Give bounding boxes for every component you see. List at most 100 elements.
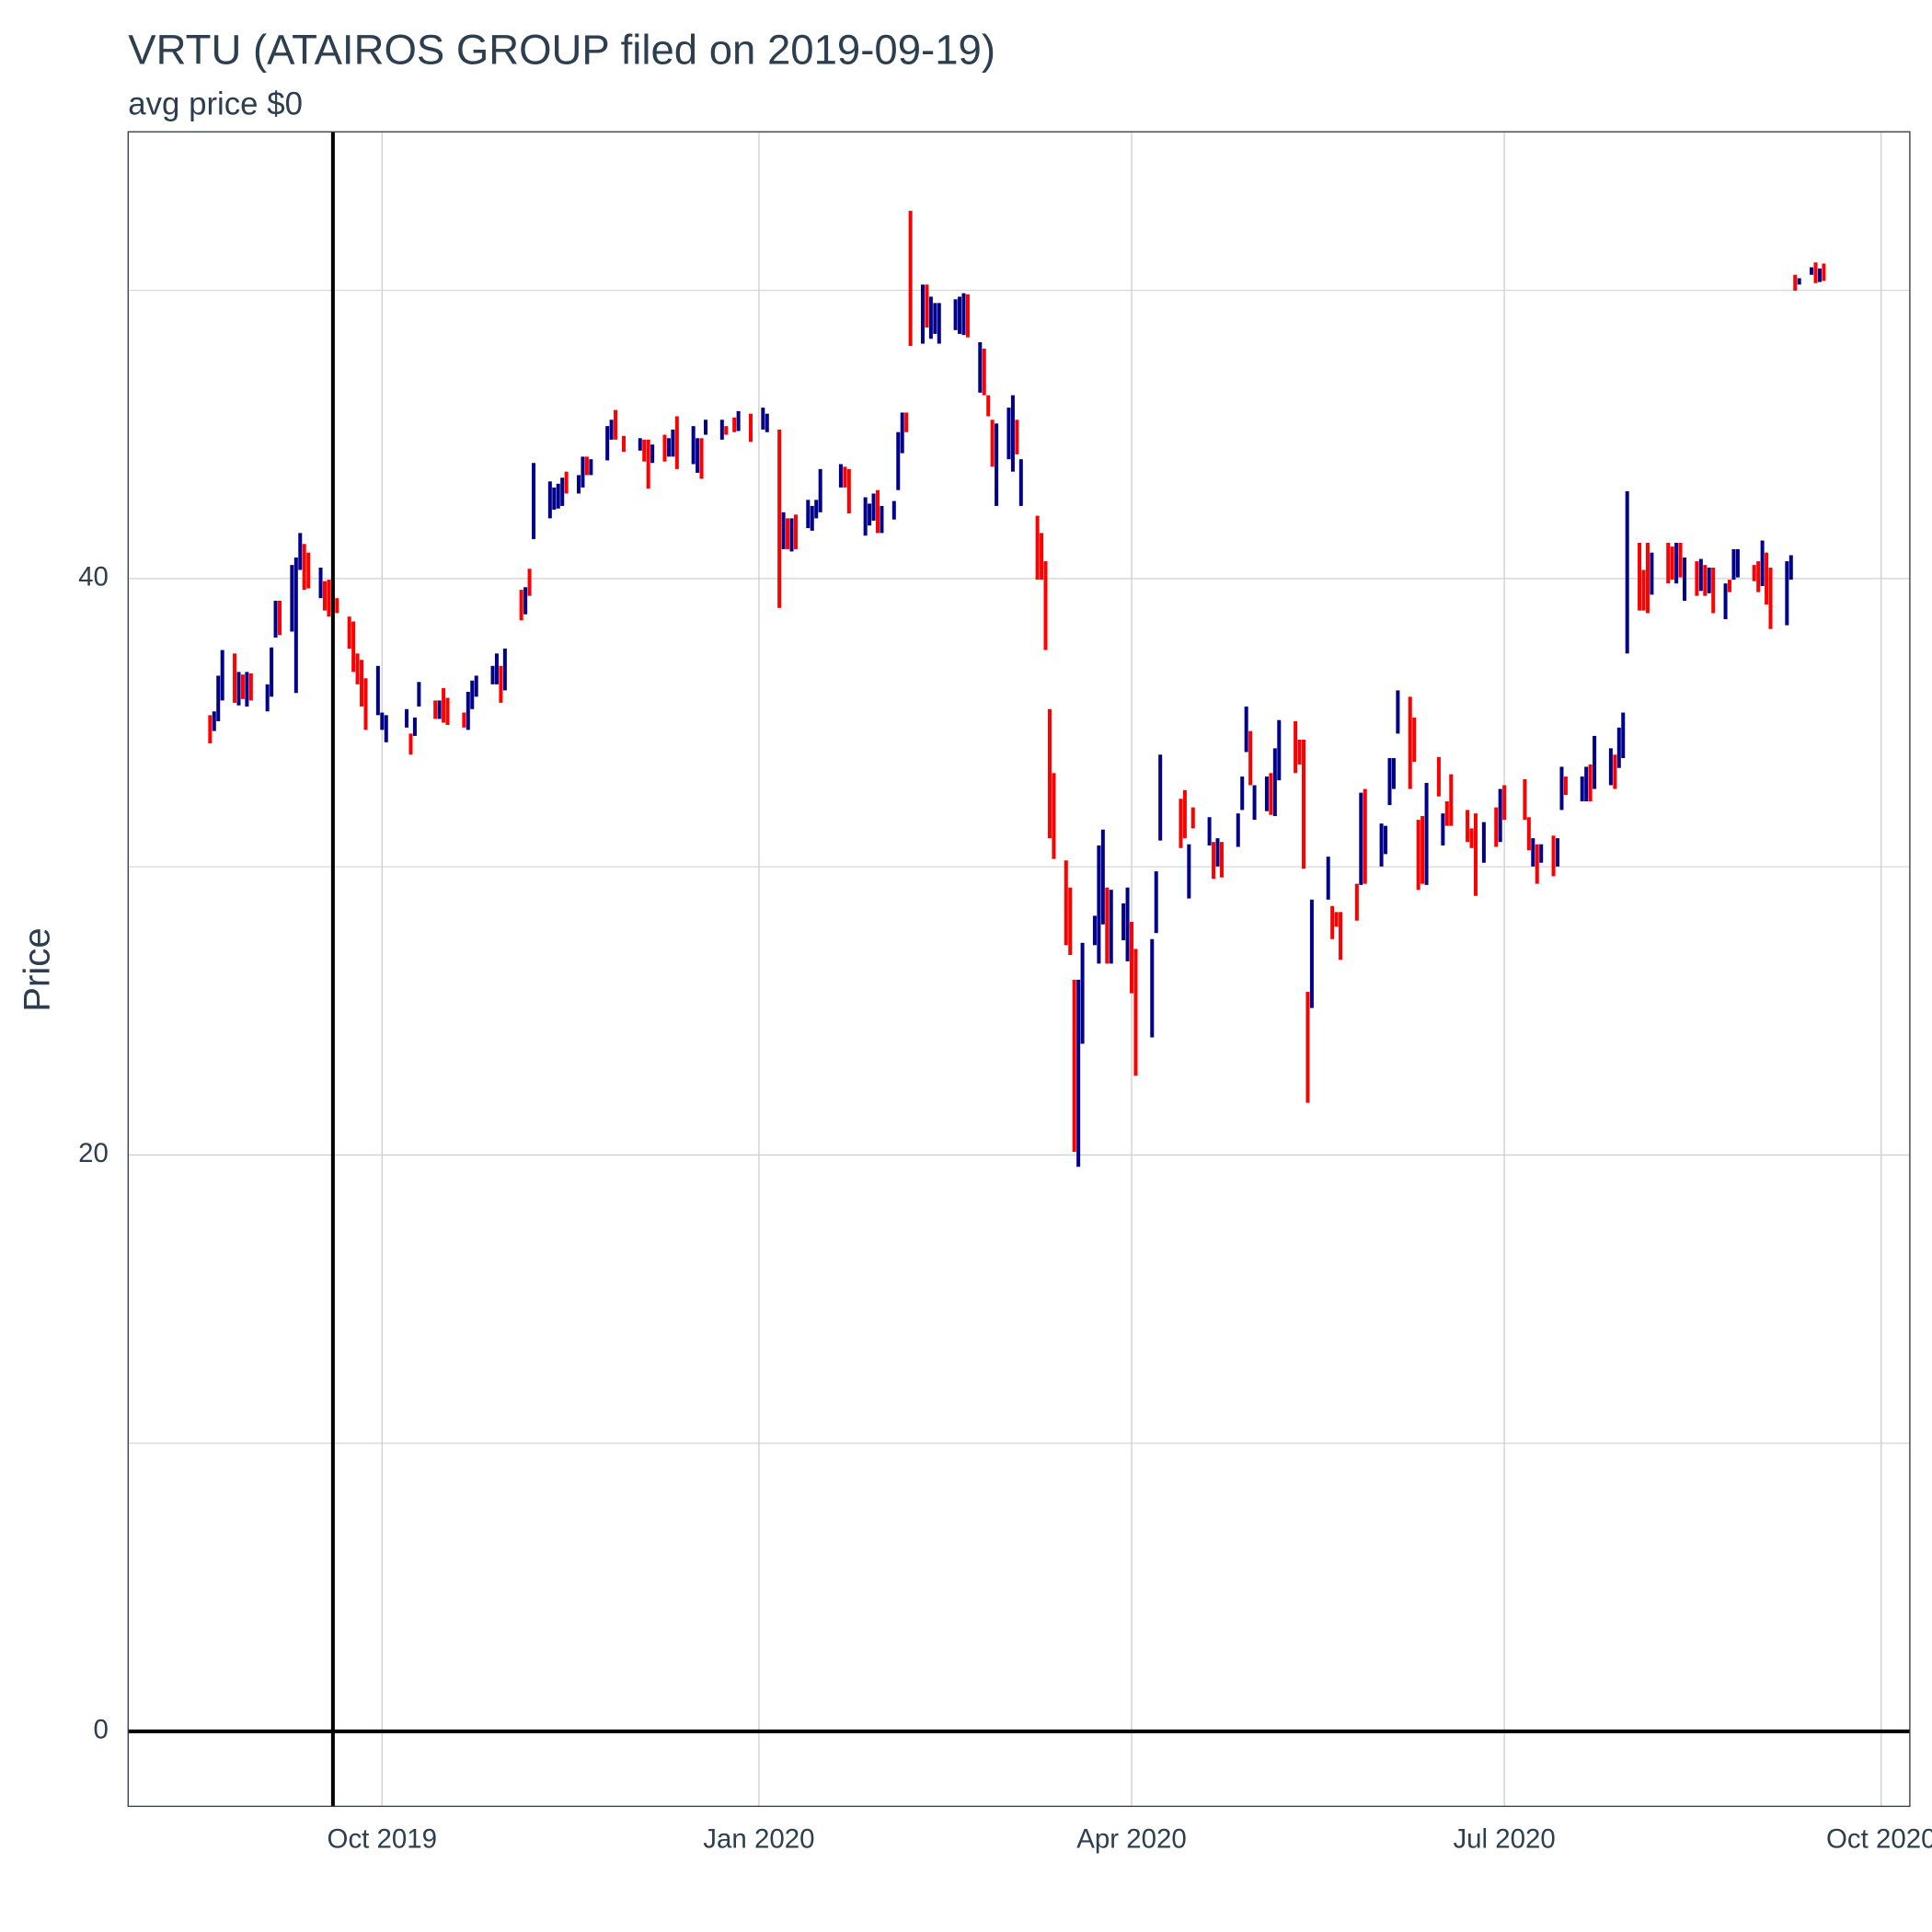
y-axis-label: Price [17, 927, 58, 1012]
price-bar [1248, 730, 1253, 786]
price-bar [666, 438, 671, 457]
price-bar [212, 711, 216, 731]
price-bar [1473, 813, 1478, 896]
price-bar [1309, 899, 1314, 1008]
price-bar [958, 296, 962, 334]
price-bar [1187, 844, 1191, 899]
price-bar [527, 569, 532, 596]
price-bar [433, 700, 438, 719]
price-bar [896, 431, 901, 490]
price-bar [1182, 789, 1187, 839]
price-bar [502, 648, 507, 691]
price-bar [273, 600, 278, 638]
price-bar [614, 409, 618, 440]
price-bar [1420, 816, 1425, 884]
price-bar [1109, 890, 1113, 964]
price-bar [1760, 540, 1765, 587]
price-bar [1359, 792, 1363, 885]
price-bar [1064, 860, 1068, 946]
price-bar [1556, 838, 1560, 867]
price-bar [1100, 829, 1105, 925]
price-bar [965, 293, 970, 338]
price-bar [1502, 785, 1507, 821]
price-bar [1179, 799, 1183, 848]
price-bar [208, 715, 213, 744]
price-bar [863, 497, 868, 536]
price-bar [360, 660, 364, 707]
price-bar [1076, 979, 1081, 1167]
price-bar [519, 590, 523, 621]
price-bar [1326, 857, 1330, 900]
price-bar [442, 687, 446, 723]
price-bar [363, 678, 368, 730]
price-bar [1469, 828, 1474, 848]
price-bar [318, 567, 323, 599]
price-bar [846, 468, 851, 514]
price-bar [1339, 912, 1343, 960]
price-bar [1412, 717, 1417, 763]
price-bar [1728, 580, 1732, 592]
price-bar [417, 682, 421, 707]
price-bar [278, 600, 282, 636]
price-bar [662, 434, 667, 462]
price-bar [696, 438, 700, 473]
price-bar [445, 697, 450, 726]
price-bar [1817, 268, 1822, 282]
price-bar [781, 512, 786, 549]
price-bar [891, 500, 896, 520]
price-bar [1535, 844, 1539, 884]
price-bar [1354, 883, 1359, 921]
price-bar [638, 438, 642, 451]
price-bar [1150, 938, 1155, 1038]
price-bar [1006, 408, 1011, 460]
price-bar [302, 544, 306, 591]
price-bar [704, 420, 708, 435]
price-bar [1785, 561, 1789, 626]
price-bar [233, 653, 237, 703]
price-bar [605, 426, 610, 461]
price-bar [838, 464, 843, 488]
price-bar [736, 410, 741, 431]
price-bar [642, 439, 647, 462]
price-bar [904, 412, 909, 432]
price-bar [1813, 262, 1818, 283]
price-bar [1080, 942, 1085, 1044]
price-bar [1481, 822, 1486, 863]
price-bar [1379, 823, 1384, 867]
price-bar [786, 518, 790, 549]
price-bar [928, 296, 933, 339]
price-bar [490, 665, 495, 684]
price-bar [470, 680, 475, 709]
price-bar [1277, 719, 1282, 781]
price-bar [719, 420, 724, 440]
price-bar [961, 293, 966, 336]
price-bar [1539, 844, 1544, 863]
price-bar [920, 284, 925, 344]
price-bar [1752, 565, 1756, 581]
price-bar [1466, 810, 1470, 843]
chart-title: VRTU (ATAIROS GROUP filed on 2019-09-19) [128, 27, 995, 74]
price-bar [1416, 820, 1420, 891]
price-bar [1580, 776, 1584, 802]
chart-subtitle: avg price $0 [128, 86, 303, 122]
price-bar [265, 684, 270, 712]
price-bar [925, 284, 929, 328]
price-bar [761, 408, 765, 430]
price-bar [1264, 776, 1269, 811]
price-bar [1294, 720, 1298, 774]
price-bar [589, 459, 593, 476]
price-bar [1735, 548, 1740, 578]
x-tick-label: Jul 2020 [1453, 1824, 1555, 1855]
price-bar [908, 211, 913, 347]
price-bar [1588, 764, 1593, 802]
price-bar [990, 420, 995, 467]
price-bar [1391, 758, 1396, 789]
price-bar [1040, 533, 1044, 581]
price-bar [322, 581, 327, 611]
price-bar [1244, 706, 1248, 753]
price-bar [724, 426, 729, 435]
price-bar [868, 503, 872, 526]
price-bar [1523, 778, 1527, 821]
